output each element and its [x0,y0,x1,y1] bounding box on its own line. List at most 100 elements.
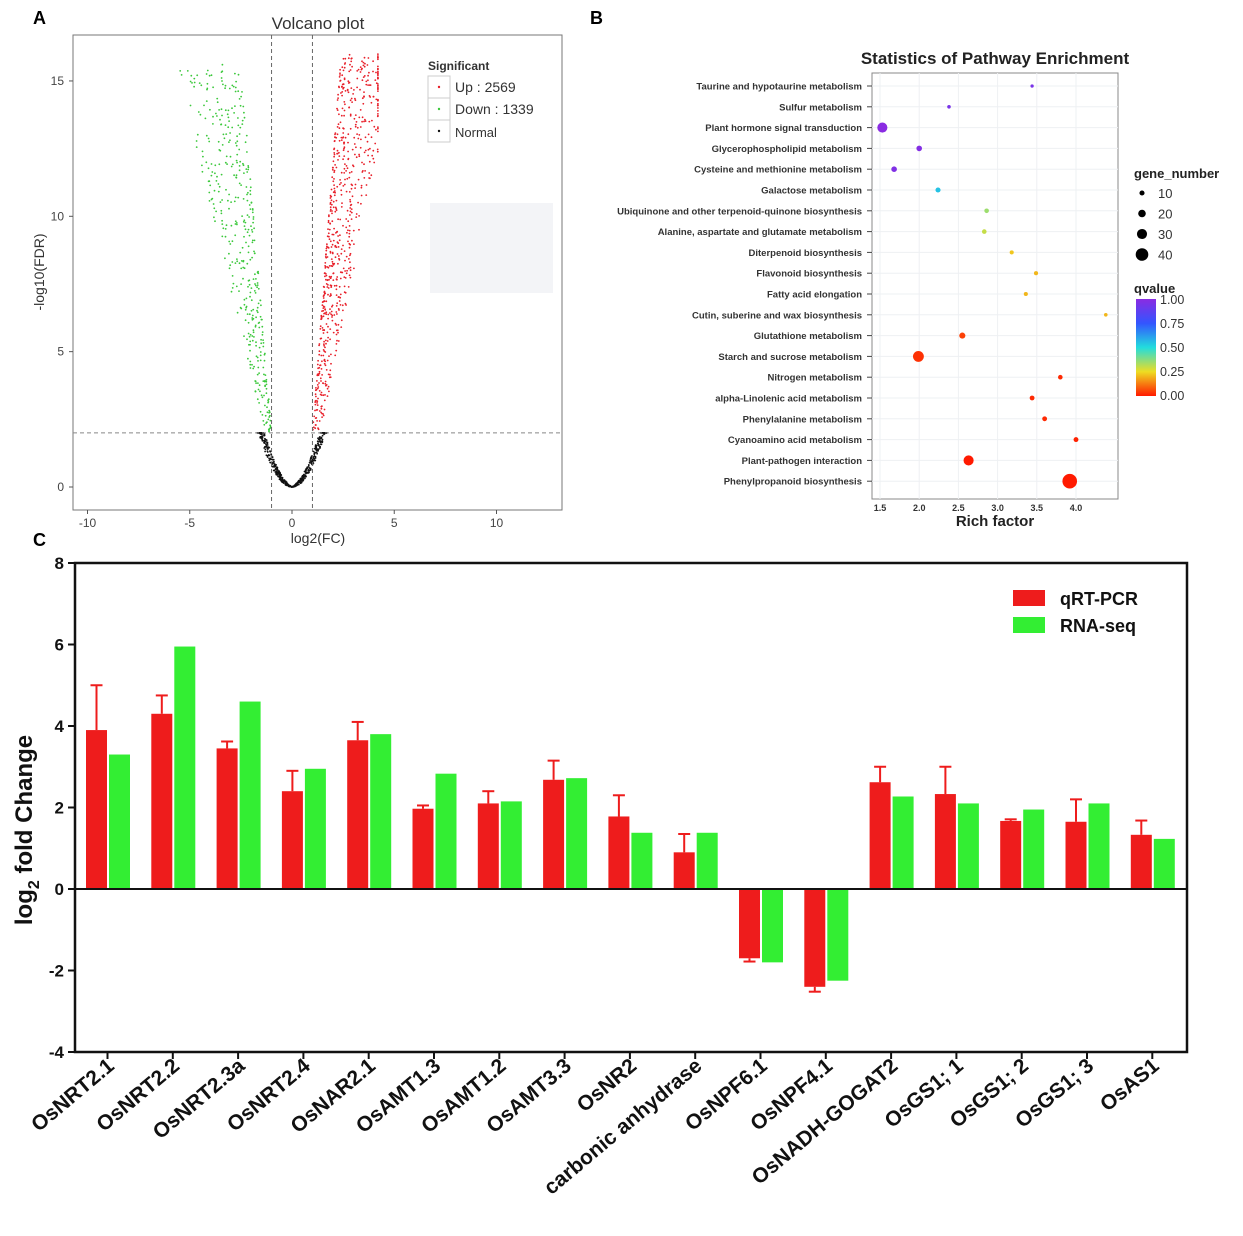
down-point [237,117,239,119]
normal-point [311,459,314,461]
up-point [333,284,336,287]
up-point [317,428,320,431]
up-point [328,278,330,281]
up-point [342,136,345,139]
size-legend-dot [1139,190,1145,196]
down-point [215,210,218,213]
up-point [337,218,339,221]
down-point [269,424,271,427]
up-point [331,314,334,317]
normal-point [269,458,271,461]
up-point [363,177,366,179]
down-point [213,216,215,219]
up-point [318,390,321,392]
normal-point [316,448,319,451]
down-point [243,172,245,175]
normal-point [315,446,318,449]
up-point [333,190,336,192]
pathway-point [963,455,974,466]
legend-down: Down : 1339 [455,101,534,117]
up-point [343,77,346,80]
up-point [343,155,346,158]
up-point [338,127,341,130]
down-point [260,304,262,307]
up-point [330,188,333,191]
up-point [328,228,331,231]
bar-rnaseq [370,734,392,889]
up-point [337,255,340,257]
up-point [338,296,340,298]
up-point [377,88,379,91]
x-tick-label: -10 [79,516,97,530]
up-point [323,292,326,295]
up-point [339,80,341,82]
normal-point [278,472,281,474]
normal-point [317,444,319,447]
normal-point [321,438,324,441]
down-point [208,74,211,77]
up-point [342,185,345,187]
up-point [325,311,328,314]
up-point [329,206,332,209]
normal-point [309,469,312,471]
up-point [343,250,346,253]
up-point [337,331,339,334]
up-point [338,285,341,288]
size-legend-label: 40 [1158,248,1172,263]
down-point [217,183,220,185]
down-point [213,189,216,192]
down-point [189,80,192,83]
down-point [205,73,208,75]
up-point [377,104,379,107]
down-point [221,144,224,146]
bar-rnaseq [174,646,196,889]
up-point [330,362,332,365]
down-point [256,284,259,286]
down-point [268,409,271,412]
up-point [358,155,361,158]
down-point [231,275,234,277]
down-point [244,308,247,311]
down-point [249,363,252,366]
pathway-point [1062,473,1078,489]
down-point [261,414,264,416]
down-point [221,80,223,82]
down-point [216,175,218,178]
blank-box [430,203,553,293]
down-point [251,363,253,366]
normal-point [303,475,306,477]
up-point [327,284,329,286]
normal-point [301,479,304,482]
up-point [341,107,344,110]
normal-point [316,449,319,452]
up-point [368,71,370,74]
down-point [241,123,244,125]
up-point [351,65,353,68]
up-point [372,95,375,98]
up-point [345,165,348,167]
pathway-point [912,350,924,362]
normal-point [263,433,266,435]
up-point [345,170,347,172]
up-point [338,258,341,261]
legend-up: Up : 2569 [455,79,516,95]
up-point [343,66,346,69]
up-point [319,377,322,380]
down-point [217,140,220,143]
down-point [230,201,233,204]
up-point [337,123,340,126]
up-point [322,414,325,417]
normal-point [306,466,309,469]
up-point [342,132,345,134]
up-point [358,134,361,136]
down-point [233,112,236,114]
up-point [361,120,363,123]
up-point [346,209,349,212]
up-point [352,93,354,95]
up-point [327,228,329,231]
pathway-label: Starch and sucrose metabolism [718,352,862,363]
up-point [364,118,366,121]
up-point [351,239,353,242]
down-point [221,223,224,226]
